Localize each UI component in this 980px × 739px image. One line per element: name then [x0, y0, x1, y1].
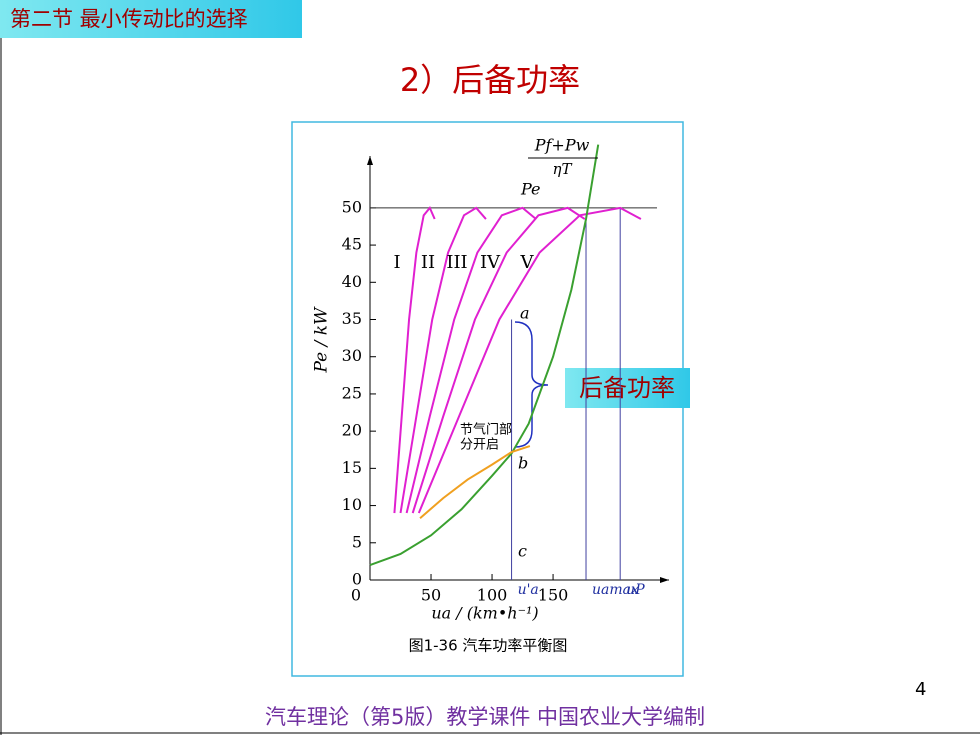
y-axis-label: Pe / kW: [312, 306, 332, 374]
gear-label: II: [421, 252, 435, 273]
y-tick-label: 5: [352, 532, 362, 551]
point-label: c: [518, 542, 527, 561]
caption: 图1-36 汽车功率平衡图: [409, 637, 568, 655]
series-line: [405, 206, 537, 514]
x-tick-label: 150: [538, 586, 569, 605]
y-tick-label: 30: [342, 346, 362, 365]
y-tick-label: 25: [342, 383, 362, 402]
y-tick-label: 15: [342, 458, 362, 477]
header-box: [0, 0, 302, 38]
gear-label: IV: [480, 252, 501, 273]
max-power-label: Pe: [520, 180, 541, 199]
series-line: [411, 206, 586, 514]
gear-label: V: [520, 252, 535, 273]
header: 第二节 最小传动比的选择: [10, 7, 248, 31]
y-tick-label: 35: [342, 309, 362, 328]
footer: 汽车理论（第5版）教学课件 中国农业大学编制: [265, 705, 705, 729]
point-label: a: [520, 304, 530, 323]
x-tick-label: 100: [477, 586, 508, 605]
gear-label: I: [393, 252, 400, 273]
title: 2）后备功率: [400, 61, 580, 99]
series-line: [399, 206, 487, 514]
series-line: [369, 144, 600, 567]
y-tick-label: 10: [342, 495, 362, 514]
resistance-numerator: Pf+Pw: [534, 136, 590, 155]
x-arrow: [660, 577, 669, 583]
marker-label: uP: [626, 582, 645, 598]
callout: 后备功率: [579, 374, 675, 402]
y-tick-label: 50: [342, 197, 362, 216]
series-line: [393, 205, 436, 514]
series-line: [417, 206, 642, 514]
series-line: [419, 445, 531, 519]
y-tick-label: 40: [342, 272, 362, 291]
marker-label: uamax: [592, 582, 639, 598]
y-tick-label: 0: [352, 570, 362, 589]
x-axis-label: ua / (km•h⁻¹): [431, 604, 538, 623]
y-tick-label: 20: [342, 421, 362, 440]
x-tick-label: 50: [421, 586, 441, 605]
page-number: 4: [915, 679, 926, 700]
resistance-denominator: ηT: [553, 160, 573, 178]
marker-label: u'a: [518, 582, 539, 598]
x-tick-label: 0: [351, 586, 361, 605]
throttle-label: 分开启: [460, 438, 499, 453]
y-tick-label: 45: [342, 235, 362, 254]
y-arrow: [367, 156, 373, 165]
point-label: b: [518, 454, 528, 473]
gear-label: III: [446, 252, 467, 273]
throttle-label: 节气门部: [460, 422, 512, 438]
brace: [514, 321, 549, 448]
